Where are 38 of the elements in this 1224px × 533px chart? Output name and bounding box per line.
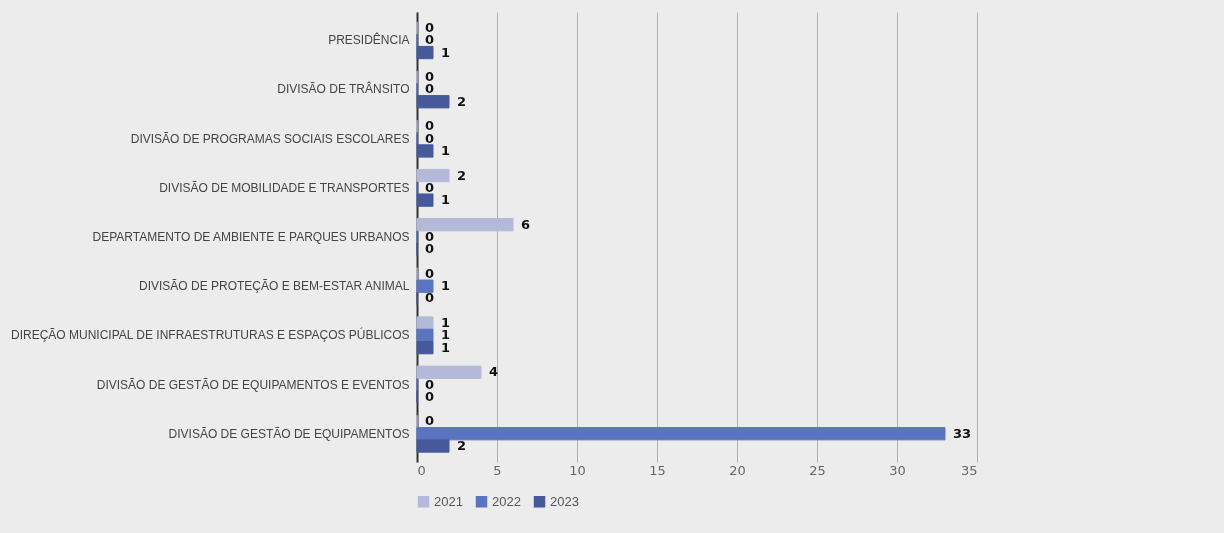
data-label: 2	[457, 93, 467, 109]
y-tick-label: DIVISÃO DE MOBILIDADE E TRANSPORTES	[159, 180, 410, 195]
data-label: 0	[425, 32, 435, 48]
x-tick-label: 5	[493, 462, 502, 478]
data-label: 33	[953, 425, 972, 441]
legend-label: 2023	[550, 493, 579, 509]
y-tick-label: DIVISÃO DE PROGRAMAS SOCIAIS ESCOLARES	[130, 131, 410, 146]
y-tick-label: DIREÇÃO MUNICIPAL DE INFRAESTRUTURAS E ESPAÇOS PÚBLICOS	[10, 327, 410, 343]
data-label: 2	[457, 167, 467, 183]
x-tick-label: 20	[729, 462, 746, 478]
x-tick-label: 0	[417, 462, 426, 478]
data-label: 0	[425, 179, 435, 195]
data-label: 6	[521, 216, 531, 232]
data-label: 0	[425, 229, 435, 244]
data-label: 1	[441, 278, 451, 294]
data-label: 0	[425, 19, 435, 35]
y-tick-label: DIVISÃO DE GESTÃO DE EQUIPAMENTOS	[168, 426, 410, 441]
data-label: 2	[457, 438, 467, 454]
x-tick-label: 10	[569, 462, 586, 478]
y-tick-label: PRESIDÊNCIA	[328, 32, 410, 48]
data-label: 1	[441, 44, 451, 60]
y-tick-label: DIVISÃO DE PROTEÇÃO E BEM-ESTAR ANIMAL	[139, 279, 410, 294]
data-label: 0	[425, 413, 435, 429]
y-tick-label: DIVISÃO DE GESTÃO DE EQUIPAMENTOS E EVENTOS	[96, 377, 410, 392]
legend-label: 2021	[434, 493, 463, 509]
x-tick-label: 25	[809, 462, 826, 478]
legend-label: 2022	[492, 493, 521, 509]
data-label: 0	[425, 290, 435, 306]
data-label: 4	[489, 364, 499, 380]
data-label: 0	[425, 265, 435, 281]
x-tick-label: 15	[649, 462, 666, 478]
data-label: 1	[441, 192, 451, 208]
x-tick-label: 35	[960, 462, 978, 478]
y-tick-label: DEPARTAMENTO DE AMBIENTE E PARQUES URBANOS	[92, 230, 410, 244]
x-tick-label: 30	[889, 462, 906, 478]
data-label: 1	[441, 142, 451, 158]
data-label: 0	[425, 241, 435, 257]
y-tick-label: DIVISÃO DE TRÂNSITO	[277, 81, 410, 97]
